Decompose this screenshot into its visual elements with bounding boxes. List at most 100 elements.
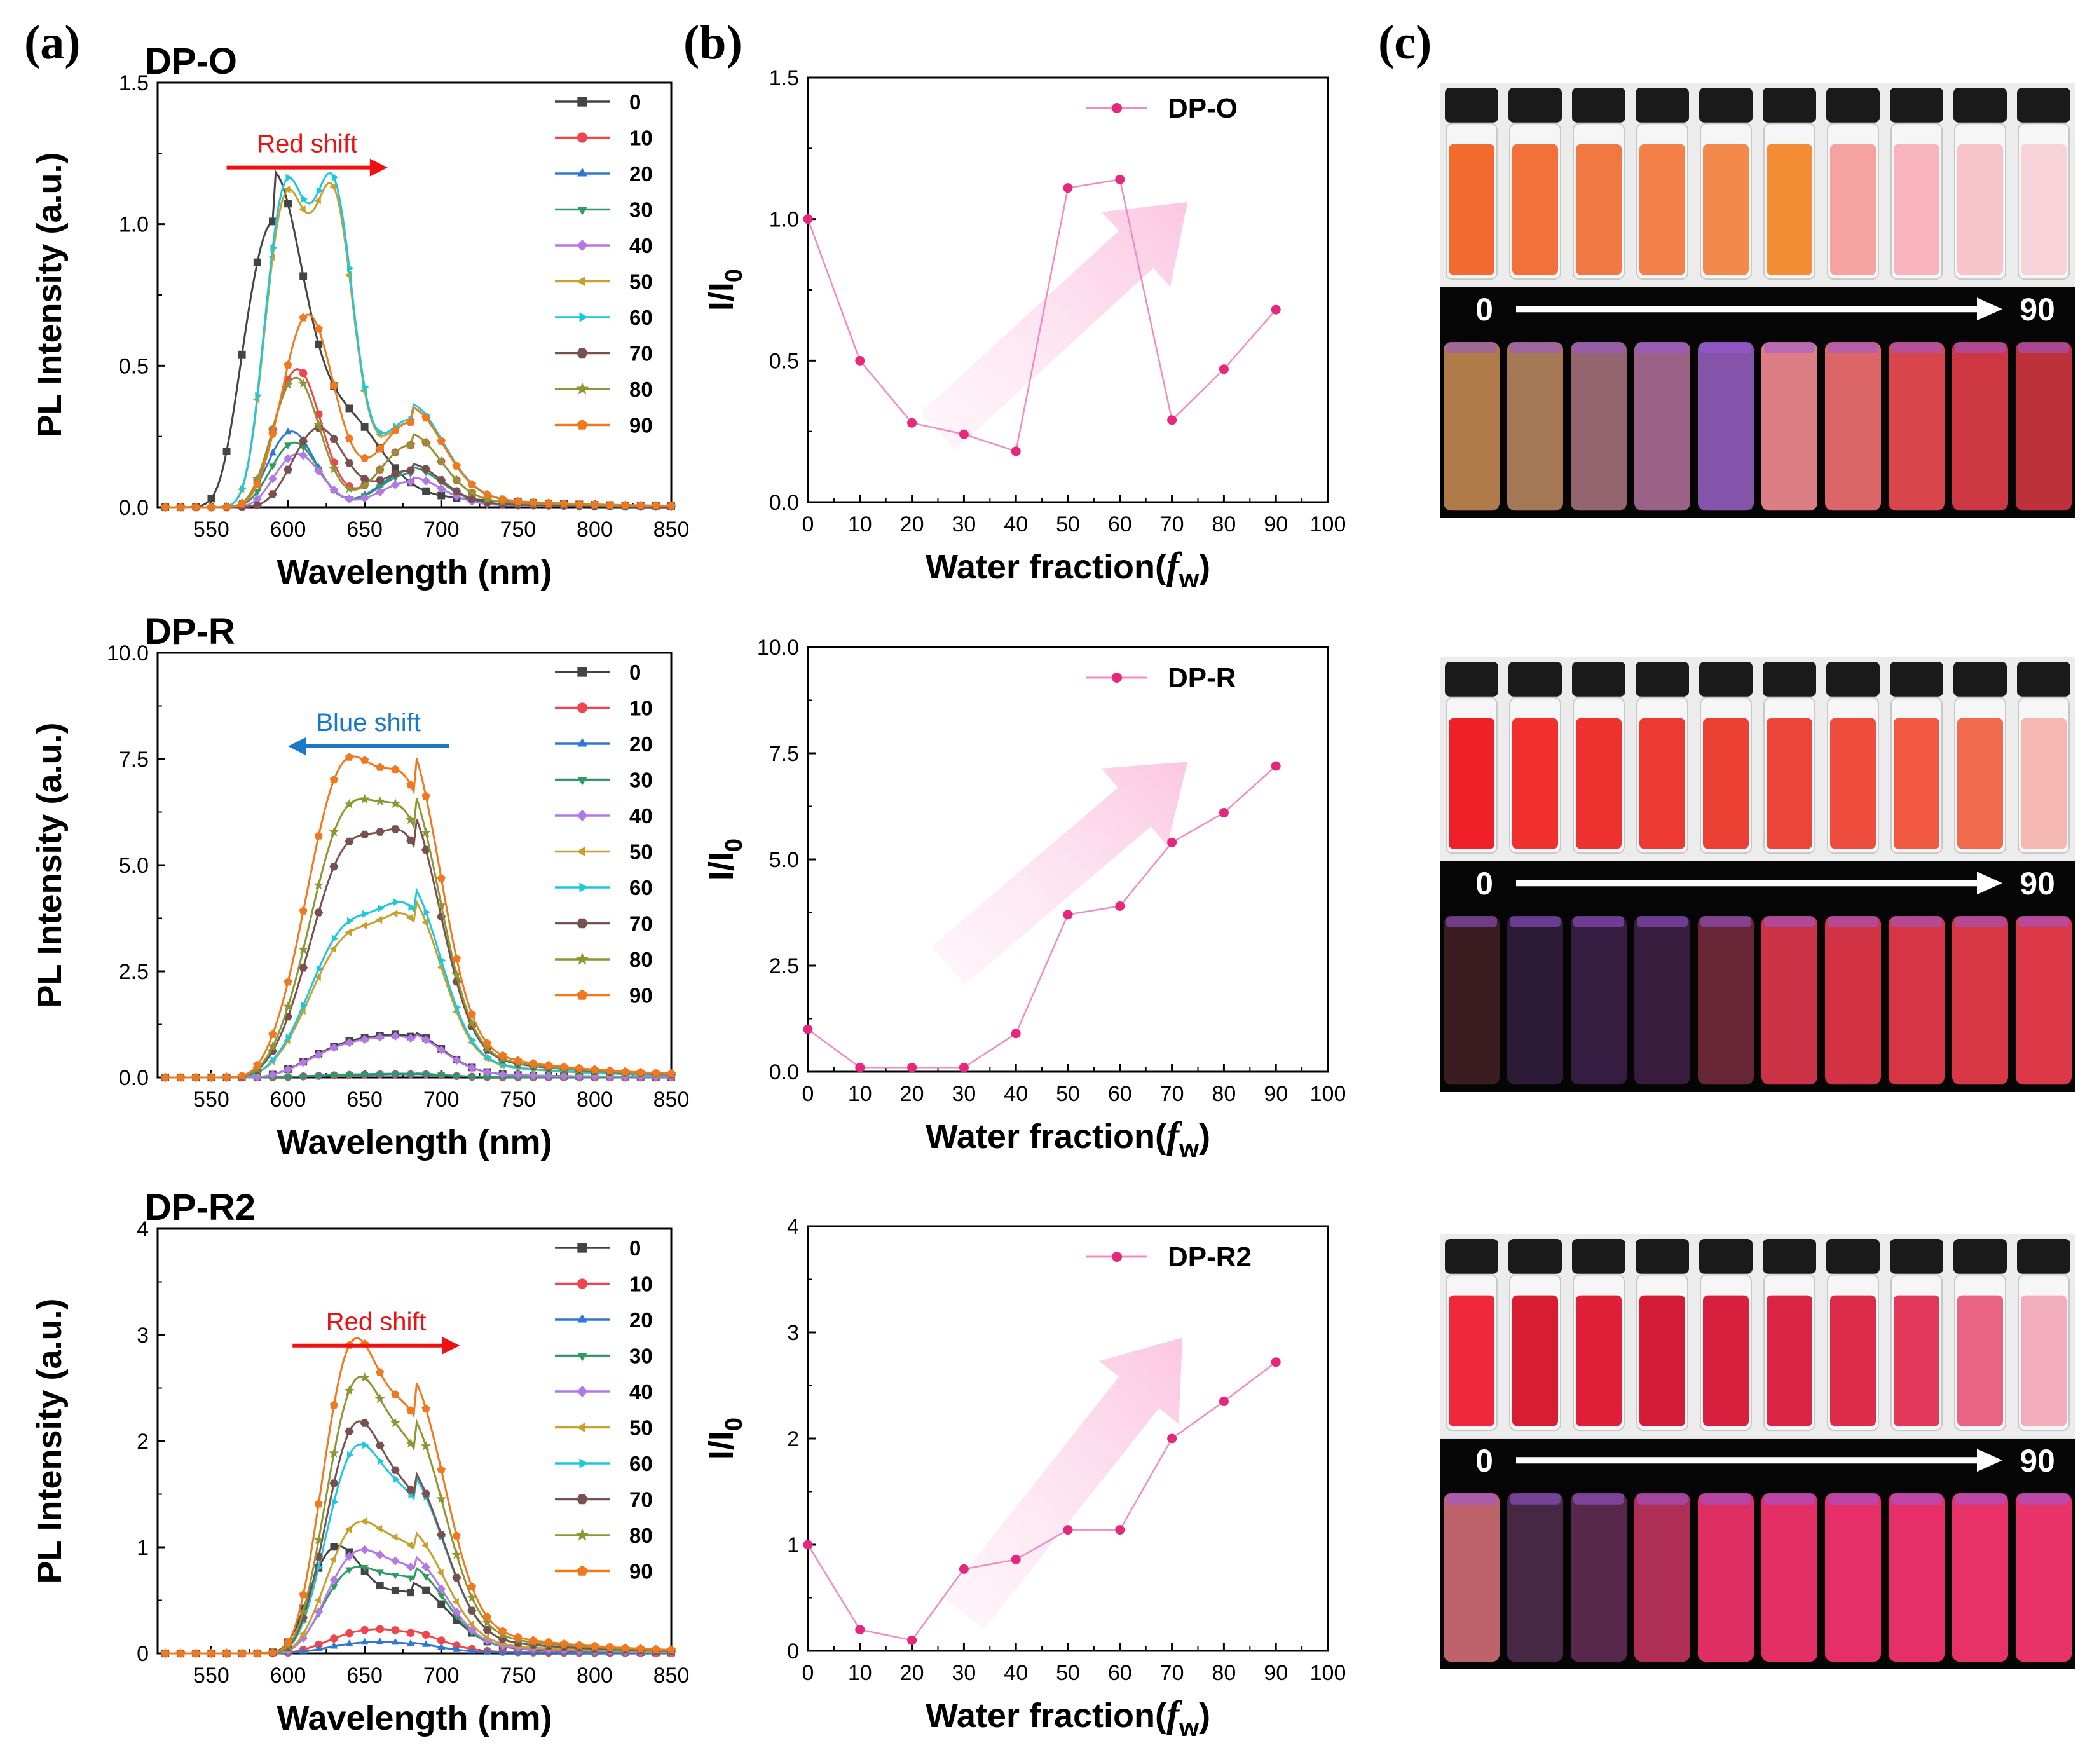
daylight-vial <box>1826 662 1880 854</box>
uv-vial-neck <box>1891 916 1942 927</box>
vial-label-end: 90 <box>2020 866 2055 901</box>
legend-entry-70: 70 <box>555 1488 653 1512</box>
data-point <box>437 437 446 445</box>
vial-cap <box>1572 1239 1625 1274</box>
data-point <box>345 434 354 442</box>
legend-label: 60 <box>629 306 653 329</box>
legend-entry-80: 80 <box>555 948 653 971</box>
series-90 <box>161 1337 676 1657</box>
legend-entry-60: 60 <box>555 1452 653 1475</box>
data-point <box>329 775 338 784</box>
data-point <box>267 1041 278 1051</box>
data-point <box>329 1555 336 1564</box>
shift-annotation: Blue shift <box>288 709 449 755</box>
data-point <box>253 258 261 266</box>
uv-vial-glow <box>1952 1493 2008 1662</box>
data-point <box>253 489 261 496</box>
ratio-line <box>807 765 1277 1069</box>
data-point <box>437 1593 446 1600</box>
y-tick-label: 1.5 <box>119 71 149 95</box>
data-point <box>468 1646 476 1654</box>
data-point <box>621 1067 630 1076</box>
x-axis-label: Wavelength (nm) <box>277 1699 552 1737</box>
daylight-vial <box>1636 1239 1689 1432</box>
x-axis-label-suffix: ) <box>1199 1697 1210 1735</box>
vial-solution <box>1512 718 1558 849</box>
legend-marker <box>577 738 587 747</box>
data-point <box>299 369 308 378</box>
data-point <box>590 1641 599 1650</box>
uv-vial-glow <box>1825 1493 1881 1662</box>
data-point <box>376 1368 385 1376</box>
data-point <box>283 379 293 389</box>
vial-cap <box>1699 1239 1753 1274</box>
legend-label: 50 <box>629 840 653 864</box>
ratio-chart-dp-r: 0 10 20 30 40 50 60 70 80 90 100 0.0 2.5 5.0 7.5 10.0 Wa… <box>702 636 1346 1163</box>
data-point <box>329 1043 339 1053</box>
shift-label: Red shift <box>257 130 357 158</box>
x-tick-label: 550 <box>193 1664 229 1688</box>
data-point <box>393 1475 400 1483</box>
data-point <box>575 500 584 508</box>
trend-arrow <box>944 1337 1182 1630</box>
data-point <box>285 174 292 182</box>
data-point <box>1271 1357 1281 1367</box>
data-point <box>605 1643 615 1651</box>
data-point <box>313 420 324 430</box>
data-point <box>391 765 400 774</box>
uv-vial-neck <box>1446 1493 1497 1505</box>
x-tick-label: 550 <box>193 1088 229 1112</box>
x-tick-label: 30 <box>952 512 976 537</box>
data-point <box>390 470 400 478</box>
vial-solution <box>1957 718 2003 849</box>
vial-solution <box>1703 1295 1749 1426</box>
data-point <box>498 1648 507 1655</box>
data-point <box>452 1056 461 1065</box>
uv-vial-neck <box>1764 916 1815 927</box>
data-point <box>451 969 462 980</box>
data-point <box>454 1003 461 1011</box>
data-point <box>959 429 969 439</box>
data-point <box>621 1643 630 1652</box>
series-60 <box>163 172 676 512</box>
vial-solution <box>1512 144 1558 275</box>
data-point <box>855 1062 865 1072</box>
data-point <box>422 1071 430 1079</box>
uv-vial-glow <box>1634 342 1690 511</box>
daylight-vial <box>1763 662 1816 854</box>
legend-marker <box>577 1422 585 1433</box>
data-point <box>347 1451 354 1459</box>
vial-cap <box>1826 662 1880 697</box>
series-line-60 <box>165 887 672 1079</box>
daylight-vial <box>1572 1239 1625 1432</box>
data-point <box>437 1600 446 1608</box>
data-point <box>378 1457 385 1465</box>
data-point <box>605 500 615 509</box>
vial-label-end: 90 <box>2020 292 2055 327</box>
data-point <box>422 1586 430 1594</box>
data-point <box>329 485 339 495</box>
data-point <box>360 756 369 764</box>
data-point <box>406 1071 414 1079</box>
uv-vial <box>1634 1493 1690 1662</box>
y-tick-label: 4 <box>137 1217 149 1241</box>
uv-vial-glow <box>1634 916 1690 1085</box>
data-point <box>374 464 385 474</box>
uv-vial-neck <box>2018 1493 2069 1505</box>
data-point <box>376 1569 384 1576</box>
data-point <box>421 1404 430 1412</box>
vial-label-start: 0 <box>1475 292 1493 327</box>
series-90 <box>161 753 676 1081</box>
vial-cap <box>1636 662 1689 697</box>
x-tick-label: 60 <box>1108 1661 1132 1685</box>
x-tick-label: 600 <box>270 1088 306 1112</box>
data-point <box>437 873 446 882</box>
vial-arrow-head <box>1977 872 2002 895</box>
y-axis-label-main: I/I <box>702 282 741 311</box>
data-point <box>482 493 493 504</box>
legend-label: 30 <box>629 1344 653 1368</box>
data-point <box>406 477 415 486</box>
series-line-40 <box>165 453 672 509</box>
legend-entry-50: 50 <box>555 1416 653 1440</box>
